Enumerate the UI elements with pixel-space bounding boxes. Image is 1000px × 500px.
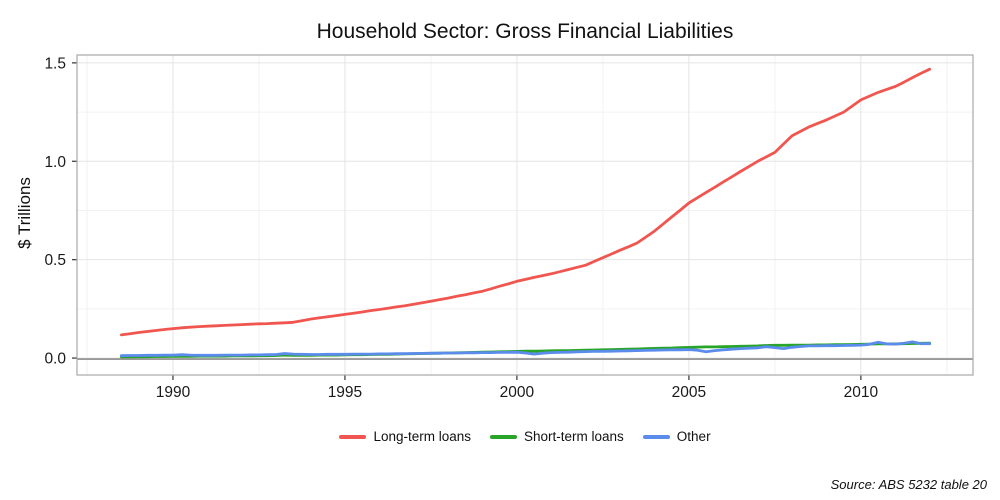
legend: Long-term loans Short-term loans Other [77,429,973,444]
legend-label: Long-term loans [373,429,471,444]
y-tick-label: 1.0 [44,154,66,171]
chart-title: Household Sector: Gross Financial Liabil… [316,20,734,43]
x-tick-label: 2000 [500,384,535,401]
x-tick-label: 2010 [844,384,879,401]
legend-label: Other [676,429,711,444]
plot-border [76,54,974,376]
legend-line-swatch-blue [642,434,670,439]
legend-line-swatch-red [339,434,367,439]
legend-label: Short-term loans [524,429,624,444]
x-tick-label: 2005 [672,384,706,401]
source-note: Source: ABS 5232 table 20 [830,477,987,492]
y-tick-label: 0.5 [44,252,66,269]
series-line-other [120,340,932,358]
x-tick-label: 1990 [156,384,191,401]
legend-item-long-term-loans: Long-term loans [339,429,471,444]
x-tick-label: 1995 [328,384,362,401]
series-line-long-term-loans [120,67,932,337]
y-tick-label: 1.5 [44,55,66,72]
legend-line-swatch-green [490,434,517,439]
legend-item-short-term-loans: Short-term loans [490,429,624,444]
y-tick-label: 0.0 [44,351,66,368]
legend-item-other: Other [642,429,711,444]
